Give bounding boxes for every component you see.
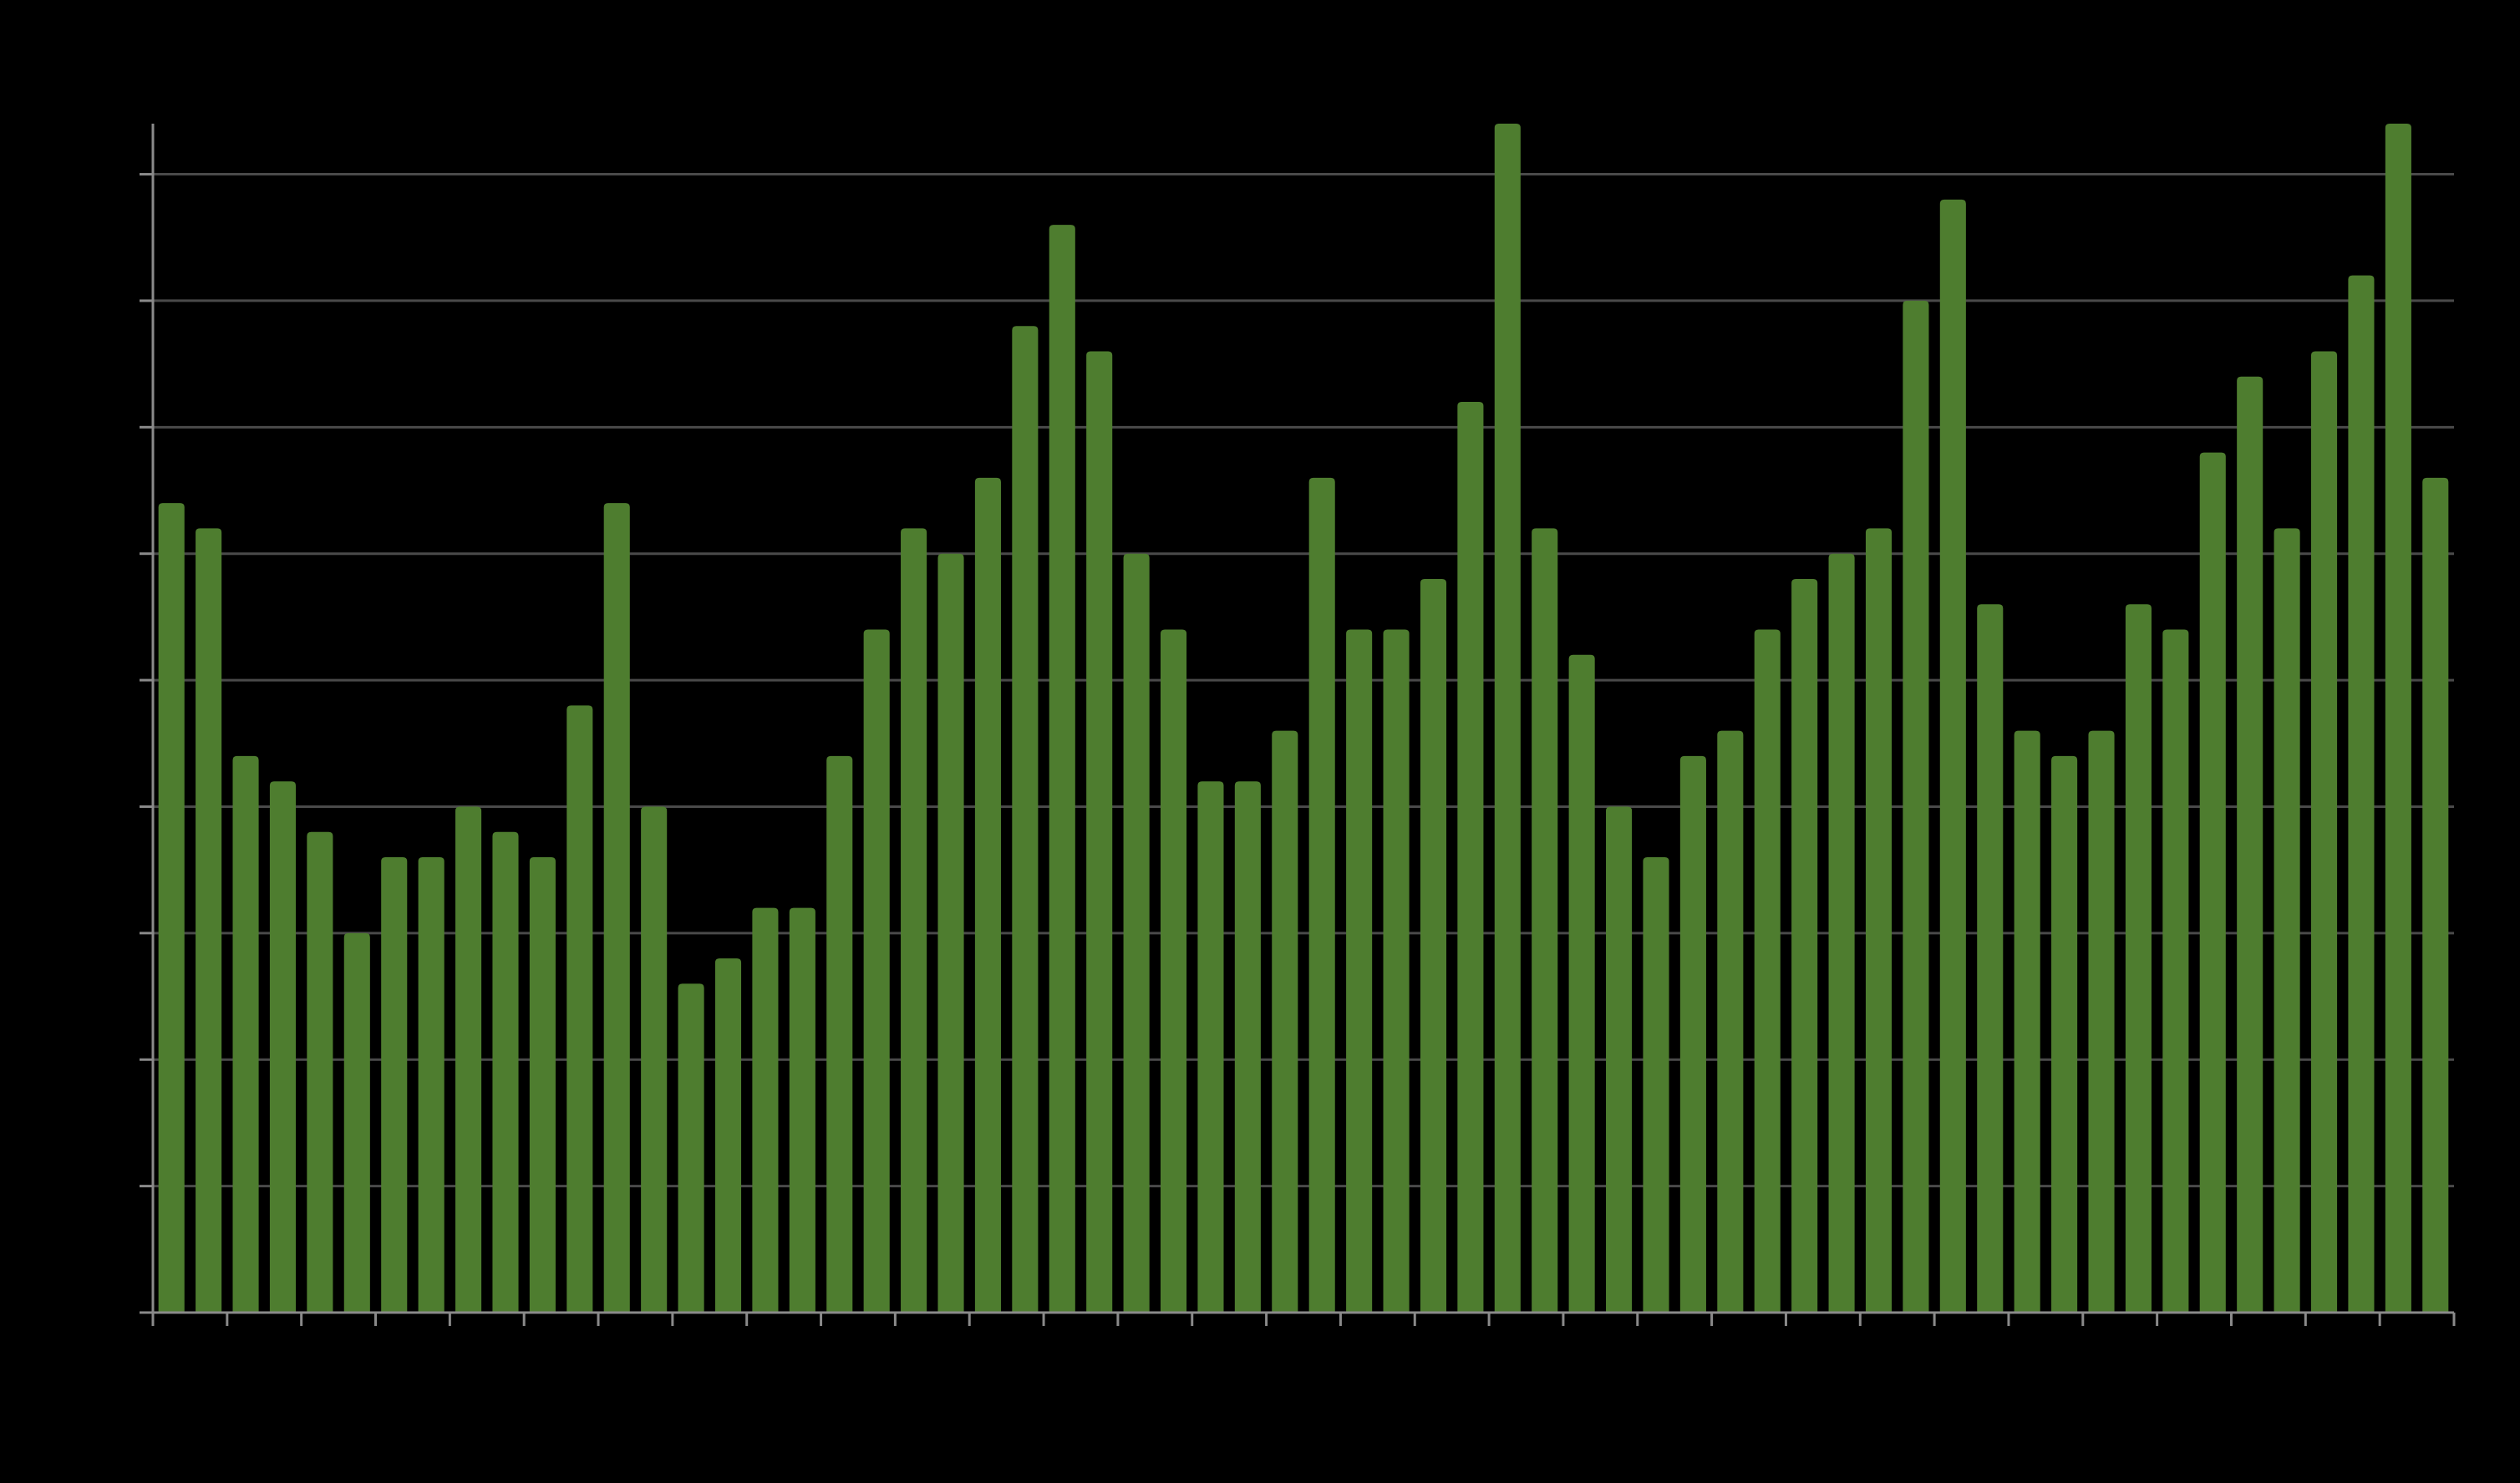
bar bbox=[2348, 275, 2375, 1313]
bar bbox=[1568, 654, 1595, 1313]
bar bbox=[603, 503, 630, 1313]
bar bbox=[1643, 857, 1669, 1313]
bar bbox=[2014, 730, 2040, 1313]
bar bbox=[1754, 629, 1781, 1313]
bar bbox=[492, 831, 519, 1313]
bar bbox=[901, 528, 927, 1313]
bar bbox=[789, 907, 815, 1313]
bar bbox=[1791, 578, 1818, 1313]
bar bbox=[1457, 402, 1484, 1313]
bar bbox=[1049, 225, 1075, 1313]
bar bbox=[1977, 604, 2004, 1313]
bar bbox=[307, 831, 333, 1313]
bar bbox=[455, 806, 482, 1313]
bar bbox=[2310, 351, 2338, 1313]
bar bbox=[641, 806, 668, 1313]
bar bbox=[1308, 477, 1335, 1313]
bar bbox=[1828, 553, 1855, 1313]
bar bbox=[2422, 477, 2449, 1313]
bar bbox=[974, 477, 1001, 1313]
bar bbox=[158, 503, 185, 1313]
bar bbox=[232, 755, 259, 1313]
bar bbox=[1272, 730, 1298, 1313]
bar bbox=[566, 705, 593, 1313]
bar bbox=[2199, 452, 2226, 1313]
bar bbox=[2385, 124, 2411, 1313]
bar bbox=[863, 629, 890, 1313]
bar bbox=[714, 958, 742, 1313]
bar bbox=[2125, 604, 2152, 1313]
bar bbox=[1939, 199, 1966, 1313]
bar bbox=[418, 857, 445, 1313]
bar bbox=[343, 932, 370, 1313]
bar bbox=[381, 857, 408, 1313]
bar bbox=[1606, 806, 1633, 1313]
bar bbox=[2237, 376, 2263, 1313]
bar bbox=[1865, 528, 1893, 1313]
bar bbox=[2051, 755, 2078, 1313]
bar bbox=[1532, 528, 1558, 1313]
bar bbox=[1420, 578, 1447, 1313]
bar bbox=[678, 983, 704, 1313]
bar bbox=[826, 755, 853, 1313]
bar bbox=[1160, 629, 1187, 1313]
bar bbox=[1012, 326, 1039, 1313]
bar bbox=[1679, 755, 1706, 1313]
bar bbox=[1197, 781, 1224, 1313]
bar bbox=[1717, 730, 1744, 1313]
bar bbox=[1234, 781, 1261, 1313]
bar bbox=[2162, 629, 2189, 1313]
bar bbox=[1086, 351, 1113, 1313]
bar bbox=[269, 781, 297, 1313]
bar bbox=[1346, 629, 1373, 1313]
bar bbox=[1494, 124, 1521, 1313]
bar bbox=[1383, 629, 1410, 1313]
bar bbox=[2088, 730, 2115, 1313]
bar bbox=[752, 907, 779, 1313]
bar bbox=[2274, 528, 2300, 1313]
bar bbox=[196, 528, 222, 1313]
bar bbox=[1903, 300, 1929, 1313]
bar bbox=[937, 553, 964, 1313]
bar bbox=[1123, 553, 1150, 1313]
bar bbox=[529, 857, 556, 1313]
